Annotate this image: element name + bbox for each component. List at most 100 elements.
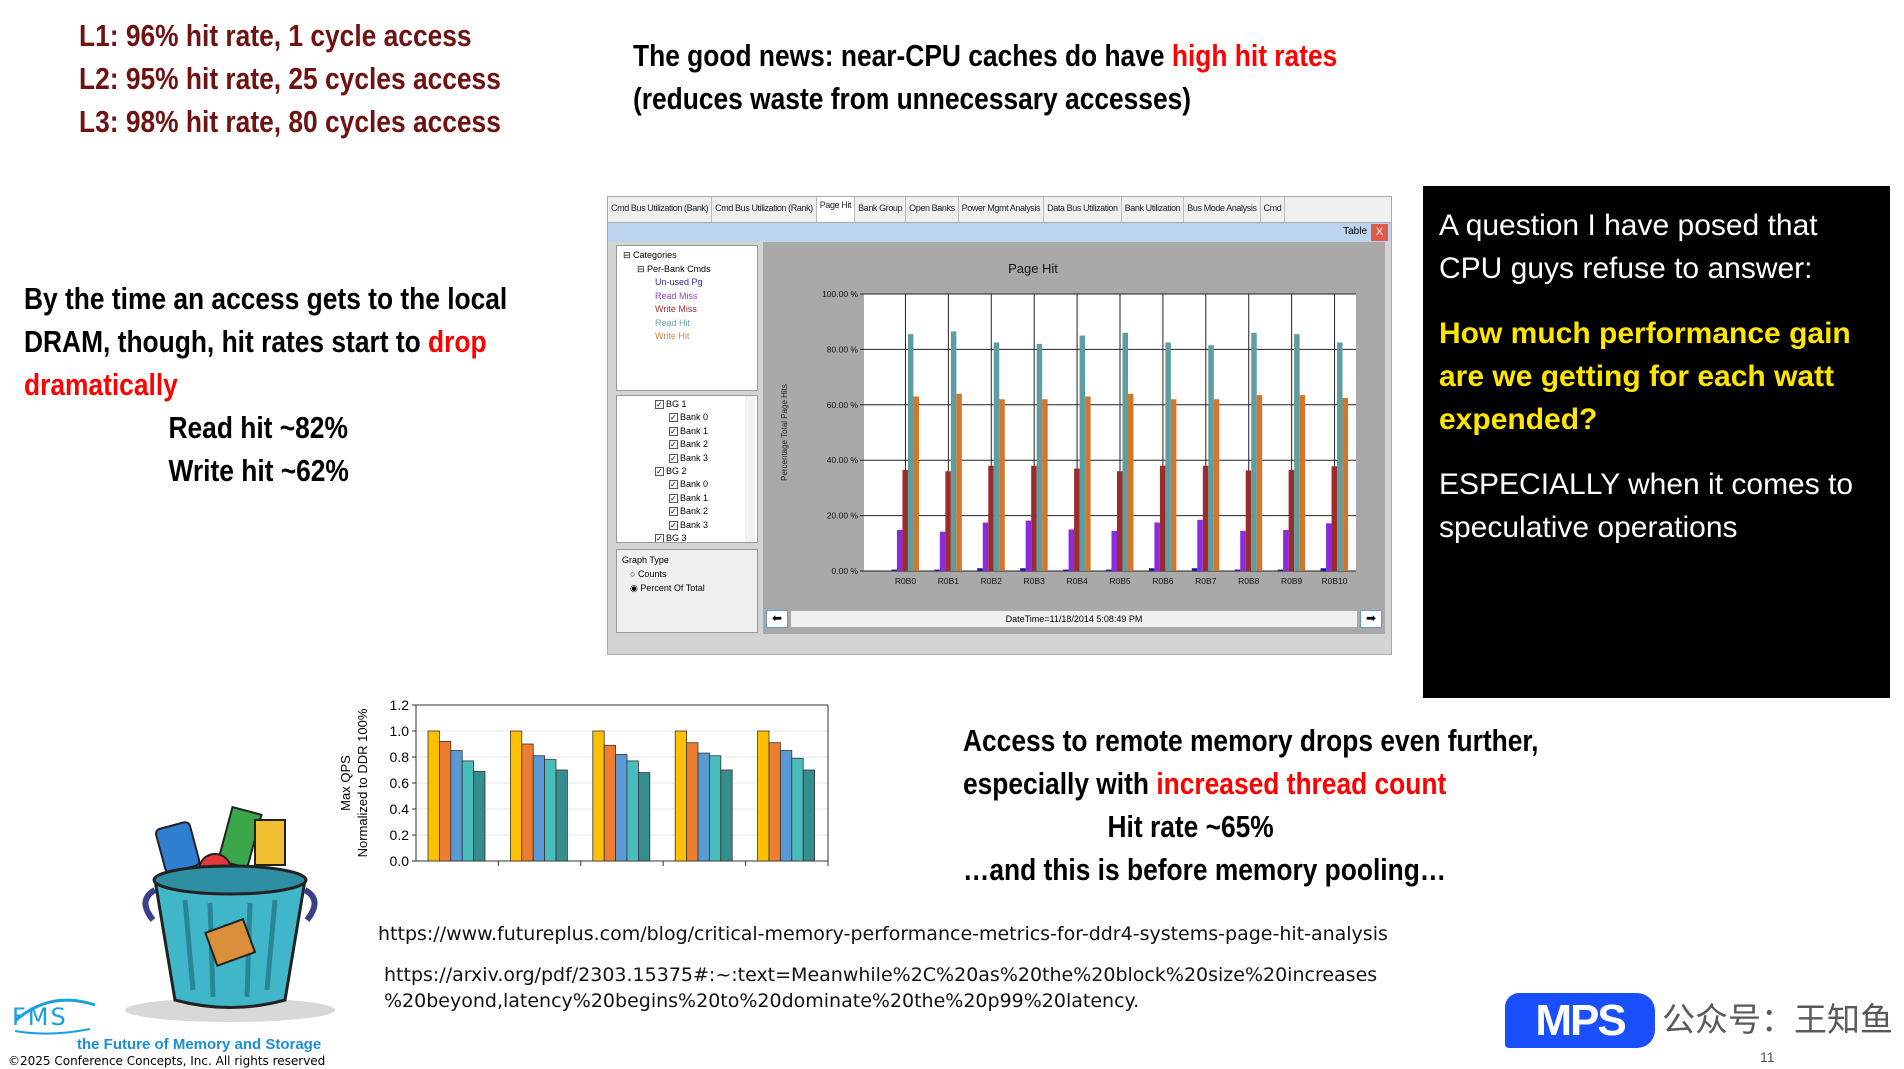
bar-un-used-pg bbox=[1063, 569, 1069, 571]
category-item[interactable]: Read Hit bbox=[655, 317, 691, 328]
trash-can-illustration bbox=[125, 805, 335, 1022]
bar-read-hit bbox=[1251, 332, 1257, 571]
remote-line2: especially with bbox=[963, 766, 1157, 801]
bar-write-miss bbox=[1245, 470, 1252, 571]
bar-read-miss bbox=[896, 530, 903, 571]
checkbox-icon[interactable]: ✓ bbox=[655, 400, 664, 409]
bar-un-used-pg bbox=[977, 568, 983, 571]
tree-item[interactable]: ✓ Bank 1 bbox=[669, 492, 709, 503]
tab-bank-group[interactable]: Bank Group bbox=[855, 197, 907, 222]
tree-item[interactable]: ✓ Bank 0 bbox=[669, 479, 709, 490]
l2-stat: L2: 95% hit rate, 25 cycles access bbox=[79, 61, 501, 96]
qps-bar bbox=[674, 730, 688, 862]
checkbox-icon[interactable]: ✓ bbox=[669, 440, 678, 450]
tree-item[interactable]: ✓ Bank 3 bbox=[669, 519, 709, 530]
radio-percent-of-total[interactable]: ◉ Percent Of Total bbox=[630, 583, 705, 593]
write-hit-text: Write hit ~62% bbox=[168, 453, 349, 488]
tree-item[interactable]: ✓ Bank 2 bbox=[669, 506, 709, 517]
qps-bar bbox=[439, 741, 452, 862]
checkbox-icon[interactable]: ✓ bbox=[669, 413, 678, 423]
tree-item[interactable]: ✓ BG 3 bbox=[655, 533, 687, 543]
high-hit-rates: high hit rates bbox=[1171, 38, 1338, 73]
tab-cmd-bus-utilization-rank-[interactable]: Cmd Bus Utilization (Rank) bbox=[712, 197, 817, 222]
bar-un-used-pg bbox=[1020, 568, 1026, 571]
qps-bar bbox=[768, 742, 781, 862]
graph-type-panel: Graph Type ○ Counts ◉ Percent Of Total bbox=[616, 549, 758, 633]
qps-chart: 0.0 0.2 0.4 0.6 0.8 1.0 1.2 Max QPS Normalized t… bbox=[338, 697, 829, 869]
tab-page-hit[interactable]: Page Hit bbox=[816, 197, 856, 222]
qps-bar bbox=[521, 743, 534, 862]
qps-bar bbox=[450, 750, 463, 862]
copyright: ©2025 Conference Concepts, Inc. All righ… bbox=[8, 1054, 326, 1068]
y-tick-label: 0.00 % bbox=[832, 566, 859, 576]
category-item[interactable]: Write Hit bbox=[655, 331, 690, 341]
tab-cmd[interactable]: Cmd bbox=[1261, 197, 1286, 222]
tree-item[interactable]: ✓ Bank 3 bbox=[669, 452, 709, 463]
tab-open-banks[interactable]: Open Banks bbox=[906, 197, 959, 222]
question-especially: ESPECIALLY when it comes to speculative … bbox=[1439, 468, 1854, 544]
y-axis-label: Max QPS bbox=[338, 755, 353, 811]
y-tick-label: 0.8 bbox=[390, 749, 410, 765]
tree-item[interactable]: ✓ Bank 1 bbox=[669, 425, 709, 436]
tree-item[interactable]: ✓ Bank 2 bbox=[669, 439, 709, 450]
table-button[interactable]: Table bbox=[1343, 226, 1367, 237]
checkbox-icon[interactable]: ✓ bbox=[669, 520, 678, 530]
category-item[interactable]: Un-used Pg bbox=[655, 277, 703, 287]
x-tick-label: R0B4 bbox=[1066, 576, 1088, 586]
radio-counts[interactable]: ○ Counts bbox=[630, 569, 667, 579]
page-number: 11 bbox=[1760, 1049, 1775, 1065]
qps-bar bbox=[708, 755, 722, 862]
tab-bank-utilization[interactable]: Bank Utilization bbox=[1122, 197, 1185, 222]
tab-power-mgmt-analysis[interactable]: Power Mgmt Analysis bbox=[959, 197, 1045, 222]
qps-bar bbox=[626, 760, 639, 862]
tree-scrollbar[interactable] bbox=[745, 396, 755, 542]
qps-bar bbox=[791, 757, 804, 862]
tab-data-bus-utilization[interactable]: Data Bus Utilization bbox=[1044, 197, 1122, 222]
checkbox-icon[interactable]: ✓ bbox=[669, 426, 678, 436]
tab-cmd-bus-utilization-bank-[interactable]: Cmd Bus Utilization (Bank) bbox=[608, 197, 713, 222]
x-tick-label: R0B0 bbox=[895, 576, 917, 586]
category-item[interactable]: Write Miss bbox=[655, 304, 697, 314]
category-item[interactable]: Read Miss bbox=[655, 290, 698, 301]
checkbox-icon[interactable]: ✓ bbox=[669, 507, 678, 517]
qps-bar bbox=[697, 752, 710, 862]
page-hit-chart: Page Hit 0.00 % 20.00 % 40.00 % 60.00 % 80.00… bbox=[763, 242, 1385, 634]
graph-type-title: Graph Type bbox=[622, 555, 669, 565]
tab-bus-mode-analysis[interactable]: Bus Mode Analysis bbox=[1184, 197, 1261, 222]
bar-read-hit bbox=[993, 342, 1000, 571]
bar-read-miss bbox=[982, 522, 989, 571]
drop-text: drop bbox=[428, 324, 487, 359]
checkbox-icon[interactable]: ✓ bbox=[669, 480, 678, 490]
bar-un-used-pg bbox=[1277, 569, 1284, 571]
l3-stat: L3: 98% hit rate, 80 cycles access bbox=[79, 104, 501, 139]
dram-text: By the time an access gets to the local … bbox=[24, 277, 507, 492]
checkbox-icon[interactable]: ✓ bbox=[669, 493, 678, 503]
next-arrow-icon[interactable]: ➡ bbox=[1360, 610, 1382, 628]
close-button[interactable]: X bbox=[1371, 224, 1388, 241]
per-bank-cmds[interactable]: ⊟ Per-Bank Cmds bbox=[637, 263, 711, 274]
y-tick-label: 0.2 bbox=[390, 827, 410, 843]
bank-tree: ✓ BG 1 ✓ Bank 0 ✓ Bank 1 ✓ Bank 2 ✓ Bank 3 ✓ BG 2 ✓ B… bbox=[616, 395, 758, 543]
checkbox-icon[interactable]: ✓ bbox=[655, 534, 664, 543]
bar-read-miss bbox=[1154, 522, 1160, 571]
bar-write-hit bbox=[1256, 395, 1263, 571]
futureplus-link[interactable]: https://www.futureplus.com/blog/critical… bbox=[378, 923, 1388, 945]
categories-root[interactable]: ⊟ Categories bbox=[623, 250, 677, 260]
qps-bar bbox=[544, 759, 557, 862]
bar-write-miss bbox=[902, 469, 908, 571]
categories-tree: ⊟ Categories ⊟ Per-Bank Cmds Un-used Pg R… bbox=[616, 245, 758, 391]
tree-item[interactable]: ✓ Bank 0 bbox=[669, 412, 709, 423]
svg-text:FMS: FMS bbox=[12, 1003, 68, 1031]
qps-bar bbox=[592, 730, 605, 862]
prev-arrow-icon[interactable]: ⬅ bbox=[766, 610, 788, 628]
y-tick-label: 100.00 % bbox=[822, 289, 858, 299]
chart-title: Page Hit bbox=[1008, 261, 1058, 276]
checkbox-icon[interactable]: ✓ bbox=[669, 453, 678, 463]
arxiv-link[interactable]: https://arxiv.org/pdf/2303.15375#:~:text… bbox=[384, 964, 1378, 1012]
checkbox-icon[interactable]: ✓ bbox=[655, 467, 664, 477]
tree-item[interactable]: ✓ BG 1 bbox=[655, 399, 687, 409]
bar-write-miss bbox=[1159, 465, 1166, 571]
good-news-line2: (reduces waste from unnecessary accesses… bbox=[633, 81, 1192, 116]
qps-bar bbox=[603, 744, 617, 862]
tree-item[interactable]: ✓ BG 2 bbox=[655, 466, 687, 477]
